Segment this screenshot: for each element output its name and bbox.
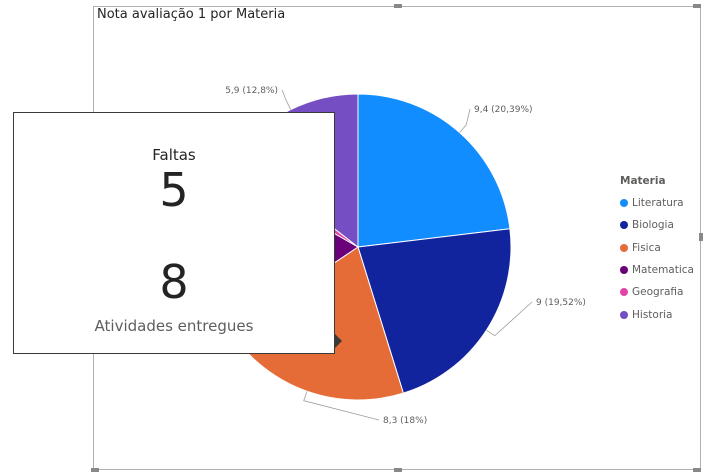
leader-line-biologia [486, 301, 533, 337]
legend-label: Fisica [632, 241, 661, 254]
legend-dot-icon [620, 221, 628, 230]
legend-label: Literatura [632, 197, 684, 210]
leader-line-historia [281, 89, 292, 110]
data-label-biologia: 9 (19,52%) [536, 298, 586, 308]
resize-handle-top-right[interactable] [693, 4, 701, 8]
legend-label: Geografia [632, 286, 684, 299]
kpi-card[interactable]: Faltas 5 8 Atividades entregues [13, 112, 335, 354]
legend-dot-icon [620, 288, 628, 297]
atividades-value: 8 [159, 255, 189, 309]
legend-dot-icon [620, 310, 628, 319]
chart-title: Nota avaliação 1 por Materia [97, 7, 286, 22]
resize-handle-bottom[interactable] [394, 468, 402, 472]
data-label-literatura: 9,4 (20,39%) [474, 105, 533, 115]
pie-slice-literatura[interactable] [357, 93, 511, 248]
legend-item-historia[interactable]: Historia [620, 303, 694, 325]
legend-dot-icon [620, 266, 628, 275]
data-label-historia: 5,9 (12,8%) [225, 86, 278, 96]
legend-label: Matematica [632, 264, 694, 277]
atividades-label: Atividades entregues [94, 317, 254, 335]
legend-dot-icon [620, 243, 628, 252]
resize-handle-bottom-left[interactable] [91, 468, 99, 472]
card-pointer-icon [334, 333, 342, 349]
legend-title: Materia [620, 175, 666, 187]
leader-line-literatura [459, 108, 471, 133]
faltas-label: Faltas [152, 146, 196, 164]
legend-label: Historia [632, 308, 673, 321]
legend-dot-icon [620, 199, 628, 208]
data-label-fisica: 8,3 (18%) [383, 416, 427, 426]
chart-legend: Materia Literatura Biologia Fisica Matemati… [620, 175, 694, 326]
pie-slice-biologia[interactable] [357, 228, 512, 394]
resize-handle-bottom-right[interactable] [693, 468, 701, 472]
faltas-value: 5 [159, 163, 189, 217]
legend-item-literatura[interactable]: Literatura [620, 192, 694, 214]
leader-line-fisica [303, 391, 380, 421]
resize-handle-top[interactable] [394, 4, 402, 8]
legend-item-fisica[interactable]: Fisica [620, 237, 694, 259]
legend-item-biologia[interactable]: Biologia [620, 214, 694, 236]
legend-item-matematica[interactable]: Matematica [620, 259, 694, 281]
legend-label: Biologia [632, 219, 674, 232]
resize-handle-right[interactable] [699, 233, 703, 241]
legend-item-geografia[interactable]: Geografia [620, 281, 694, 303]
